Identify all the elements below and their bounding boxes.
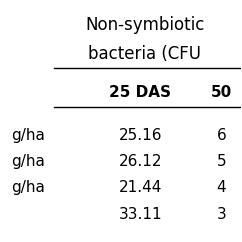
Text: 21.44: 21.44 xyxy=(119,181,162,196)
Text: 26.12: 26.12 xyxy=(118,154,162,169)
Text: 5: 5 xyxy=(217,154,226,169)
Text: g/ha: g/ha xyxy=(11,181,45,196)
Text: 50: 50 xyxy=(211,85,232,100)
Text: Non-symbiotic: Non-symbiotic xyxy=(85,16,205,34)
Text: 25 DAS: 25 DAS xyxy=(109,85,171,100)
Text: bacteria (CFU: bacteria (CFU xyxy=(89,45,202,63)
Text: g/ha: g/ha xyxy=(11,128,45,143)
Text: 6: 6 xyxy=(217,128,226,143)
Text: 4: 4 xyxy=(217,181,226,196)
Text: g/ha: g/ha xyxy=(11,154,45,169)
Text: 25.16: 25.16 xyxy=(118,128,162,143)
Text: 3: 3 xyxy=(217,207,226,222)
Text: 33.11: 33.11 xyxy=(118,207,162,222)
